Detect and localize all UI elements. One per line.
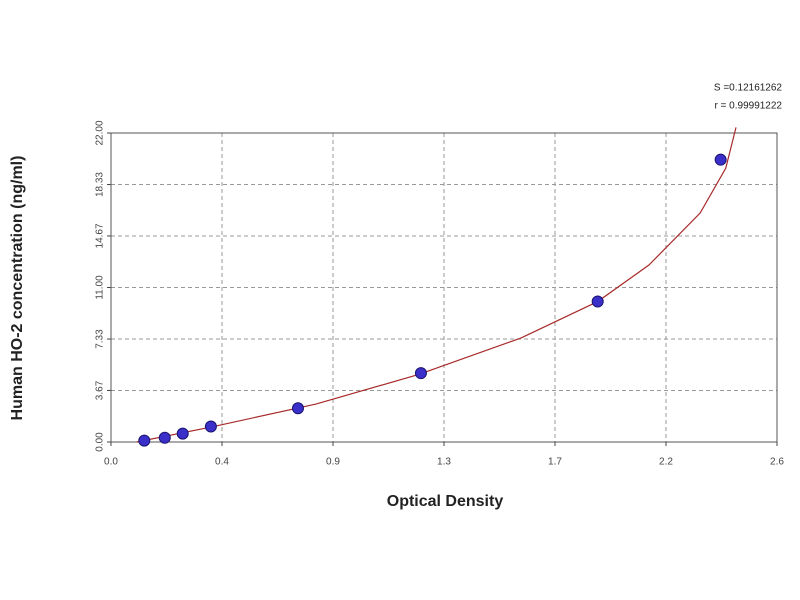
data-point — [176, 427, 189, 440]
fit-curve — [136, 127, 737, 443]
y-tick-label: 3.67 — [95, 380, 106, 400]
y-tick-label: 14.67 — [95, 223, 106, 248]
y-tick-label: 18.33 — [95, 172, 106, 197]
y-tick-label: 0.00 — [95, 432, 106, 452]
x-tick-label: 2.2 — [659, 457, 673, 468]
data-point — [138, 434, 151, 447]
data-point — [414, 367, 427, 380]
y-axis-label: Human HO-2 concentration (ng/ml) — [9, 156, 26, 421]
x-tick-label: 1.3 — [437, 457, 451, 468]
data-point — [591, 295, 604, 308]
x-tick-label: 0.0 — [104, 457, 118, 468]
plot-frame — [110, 132, 778, 443]
annotation: S =0.12161262 — [714, 83, 783, 94]
x-tick-label: 0.9 — [326, 457, 340, 468]
data-point — [714, 153, 727, 166]
y-tick-label: 22.00 — [95, 120, 106, 145]
y-tick-label: 11.00 — [95, 275, 106, 300]
data-point — [291, 402, 304, 415]
data-point — [158, 431, 171, 444]
x-tick-label: 2.6 — [770, 457, 784, 468]
data-point — [204, 420, 217, 433]
x-tick-label: 1.7 — [548, 457, 562, 468]
x-axis-label: Optical Density — [387, 493, 504, 510]
x-tick-label: 0.4 — [215, 457, 229, 468]
y-tick-label: 7.33 — [95, 329, 106, 349]
annotation: r = 0.99991222 — [714, 101, 782, 112]
